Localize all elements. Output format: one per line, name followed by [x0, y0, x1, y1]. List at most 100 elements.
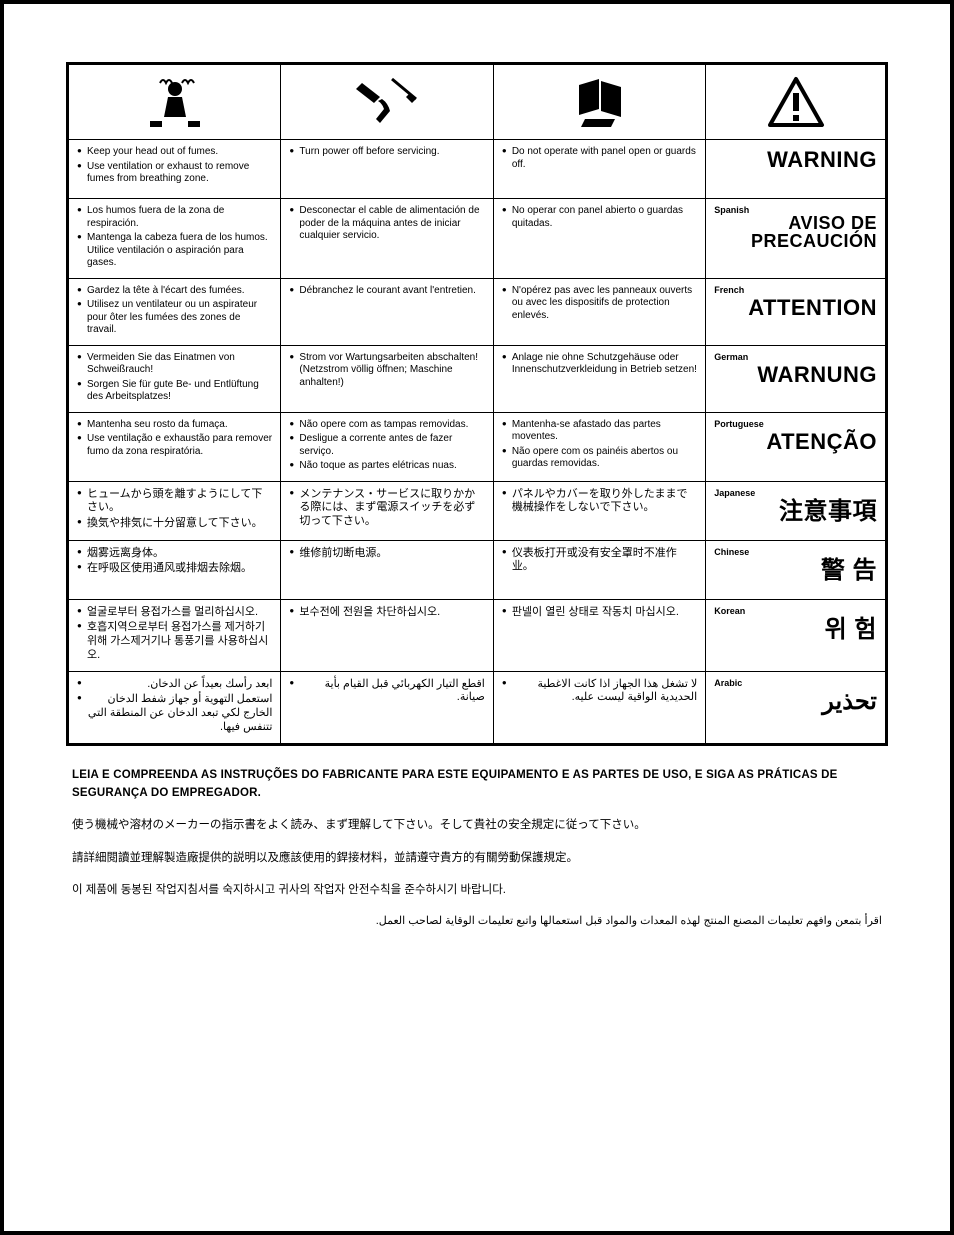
bullet-text: パネルやカバーを取り外したままで機械操作をしないで下さい。 [502, 488, 697, 516]
bullet-text: ابعد رأسك بعيداً عن الدخان. [77, 678, 272, 692]
warning-row: Los humos fuera de la zona de respiració… [69, 199, 886, 279]
warning-word: ATTENTION [714, 294, 877, 322]
warning-row: Vermeiden Sie das Einatmen von Schweißra… [69, 345, 886, 412]
warning-word: 注意事項 [714, 497, 877, 527]
footer-ar: اقرأ بتمعن وافهم تعليمات المصنع المنتج ل… [72, 913, 882, 931]
bullet-text: Sorgen Sie für gute Be- und Entlüftung d… [77, 379, 272, 404]
warning-cell: Do not operate with panel open or guards… [493, 140, 705, 199]
warning-cell: Mantenha seu rosto da fumaça.Use ventila… [69, 412, 281, 481]
bullet-text: Strom vor Wartungsarbeiten abschalten! (… [289, 352, 484, 390]
warning-word: WARNING [714, 146, 877, 174]
panel-open-icon [565, 75, 635, 129]
warning-cell: اقطع التيار الكهربائي قبل القيام بأية صي… [281, 671, 493, 743]
warning-cell: Desconectar el cable de alimentación de … [281, 199, 493, 279]
bullet-text: Use ventilação e exhaustão para remover … [77, 433, 272, 458]
warning-label-cell: GermanWARNUNG [706, 345, 886, 412]
warning-label-cell: FrenchATTENTION [706, 278, 886, 345]
warning-cell: 보수전에 전원을 차단하십시오. [281, 599, 493, 671]
warning-cell: 얼굴로부터 용접가스를 멀리하십시오.호흡지역으로부터 용접가스를 제거하기 위… [69, 599, 281, 671]
warning-label-cell: Japanese注意事項 [706, 481, 886, 540]
bullet-text: Anlage nie ohne Schutzgehäuse oder Innen… [502, 352, 697, 377]
warning-cell: メンテナンス・サービスに取りかかる際には、まず電源スイッチを必ず切って下さい。 [281, 481, 493, 540]
warning-cell: Keep your head out of fumes. Use ventilat… [69, 140, 281, 199]
bullet-text: メンテナンス・サービスに取りかかる際には、まず電源スイッチを必ず切って下さい。 [289, 488, 484, 529]
warning-cell: No operar con panel abierto o guardas qu… [493, 199, 705, 279]
warning-row: Keep your head out of fumes. Use ventilat… [69, 140, 886, 199]
warning-row: Gardez la tête à l'écart des fumées.Util… [69, 278, 886, 345]
warning-row: 烟雾远离身体。在呼吸区使用通风或排烟去除烟。维修前切断电源。仪表板打开或没有安全… [69, 540, 886, 599]
bullet-text: Não opere com as tampas removidas. [289, 419, 484, 432]
bullet-text: Use ventilation or exhaust to remove fum… [77, 161, 272, 186]
warning-cell: Los humos fuera de la zona de respiració… [69, 199, 281, 279]
warning-word: WARNUNG [714, 361, 877, 389]
bullet-text: Débranchez le courant avant l'entretien. [289, 285, 484, 298]
bullet-text: Vermeiden Sie das Einatmen von Schweißra… [77, 352, 272, 377]
bullet-text: ヒュームから頭を離すようにして下さい。 [77, 488, 272, 516]
footer-zh: 請詳細閱讀並理解製造廠提供的説明以及應該使用的銲接材料，並請遵守貴方的有關勞動保… [72, 849, 882, 867]
footer-pt: LEIA E COMPREENDA AS INSTRUÇÕES DO FABRI… [72, 766, 882, 803]
warning-cell: N'opérez pas avec les panneaux ouverts o… [493, 278, 705, 345]
cell-icon-power [281, 65, 493, 140]
bullet-text: 仪表板打开或没有安全罩时不准作业。 [502, 547, 697, 575]
bullet-text: Utilisez un ventilateur ou un aspirateur… [77, 299, 272, 337]
cell-icon-fumes [69, 65, 281, 140]
bullet-text: Mantenha seu rosto da fumaça. [77, 419, 272, 432]
bullet-text: لا تشغل هذا الجهاز اذا كانت الاغطية الحد… [502, 678, 697, 706]
warning-cell: 烟雾远离身体。在呼吸区使用通风或排烟去除烟。 [69, 540, 281, 599]
warning-cell: Strom vor Wartungsarbeiten abschalten! (… [281, 345, 493, 412]
warning-row: 얼굴로부터 용접가스를 멀리하십시오.호흡지역으로부터 용접가스를 제거하기 위… [69, 599, 886, 671]
warning-cell: Mantenha-se afastado das partes moventes… [493, 412, 705, 481]
bullet-text: استعمل التهوية أو جهاز شفط الدخان الخارج… [77, 693, 272, 734]
power-off-icon [352, 75, 422, 129]
warning-cell: 판넬이 열린 상태로 작동치 마십시오. [493, 599, 705, 671]
warning-cell: Gardez la tête à l'écart des fumées.Util… [69, 278, 281, 345]
warning-cell: Turn power off before servicing. [281, 140, 493, 199]
warning-cell: Vermeiden Sie das Einatmen von Schweißra… [69, 345, 281, 412]
bullet-text: Desligue a corrente antes de fazer servi… [289, 433, 484, 458]
warning-cell: Não opere com as tampas removidas.Deslig… [281, 412, 493, 481]
warning-label-cell: Korean위 험 [706, 599, 886, 671]
bullet-text: Não toque as partes elétricas nuas. [289, 460, 484, 473]
footer-ko: 이 제품에 동봉된 작업지침서를 숙지하시고 귀사의 작업자 안전수칙을 준수하… [72, 881, 882, 899]
bullet-text: 在呼吸区使用通风或排烟去除烟。 [77, 562, 272, 576]
warning-label-cell: Chinese警 告 [706, 540, 886, 599]
warning-cell: 仪表板打开或没有安全罩时不准作业。 [493, 540, 705, 599]
bullet-text: 보수전에 전원을 차단하십시오. [289, 606, 484, 620]
warning-word: 위 험 [714, 615, 877, 645]
warning-row: Mantenha seu rosto da fumaça.Use ventila… [69, 412, 886, 481]
warning-triangle-icon [766, 75, 826, 129]
bullet-text: 얼굴로부터 용접가스를 멀리하십시오. [77, 606, 272, 620]
bullet-text: 호흡지역으로부터 용접가스를 제거하기 위해 가스제거기나 통풍기를 사용하십시… [77, 621, 272, 662]
bullet-text: Mantenha-se afastado das partes moventes… [502, 419, 697, 444]
bullet-text: 판넬이 열린 상태로 작동치 마십시오. [502, 606, 697, 620]
warning-cell: Anlage nie ohne Schutzgehäuse oder Innen… [493, 345, 705, 412]
bullet-text: Gardez la tête à l'écart des fumées. [77, 285, 272, 298]
warning-cell: ابعد رأسك بعيداً عن الدخان.استعمل التهوي… [69, 671, 281, 743]
warning-cell: لا تشغل هذا الجهاز اذا كانت الاغطية الحد… [493, 671, 705, 743]
bullet-text: Los humos fuera de la zona de respiració… [77, 205, 272, 230]
warning-cell: パネルやカバーを取り外したままで機械操作をしないで下さい。 [493, 481, 705, 540]
warning-label-cell: PortugueseATENÇÃO [706, 412, 886, 481]
bullet-text: Desconectar el cable de alimentación de … [289, 205, 484, 243]
cell-icon-panel [493, 65, 705, 140]
footer-instructions: LEIA E COMPREENDA AS INSTRUÇÕES DO FABRI… [72, 766, 882, 932]
bullet-text: Não opere com os painéis abertos ou guar… [502, 446, 697, 471]
warning-word: 警 告 [714, 556, 877, 586]
bullet-text: 烟雾远离身体。 [77, 547, 272, 561]
bullet-text: N'opérez pas avec les panneaux ouverts o… [502, 285, 697, 323]
warning-table-wrap: Keep your head out of fumes. Use ventilat… [66, 62, 888, 746]
bullet-text: Keep your head out of fumes. [77, 146, 272, 159]
fumes-icon [140, 75, 210, 129]
footer-ja: 使う機械や溶材のメーカーの指示書をよく読み、まず理解して下さい。そして貴社の安全… [72, 816, 882, 834]
warning-label-cell: WARNING [706, 140, 886, 199]
bullet-text: Turn power off before servicing. [289, 146, 484, 159]
warning-table: Keep your head out of fumes. Use ventilat… [68, 64, 886, 744]
warning-word: تحذير [714, 687, 877, 717]
warning-row: ابعد رأسك بعيداً عن الدخان.استعمل التهوي… [69, 671, 886, 743]
warning-cell: 维修前切断电源。 [281, 540, 493, 599]
bullet-text: Mantenga la cabeza fuera de los humos. U… [77, 232, 272, 270]
icon-row [69, 65, 886, 140]
warning-cell: Débranchez le courant avant l'entretien. [281, 278, 493, 345]
warning-word: ATENÇÃO [714, 428, 877, 456]
warning-cell: ヒュームから頭を離すようにして下さい。換気や排気に十分留意して下さい。 [69, 481, 281, 540]
